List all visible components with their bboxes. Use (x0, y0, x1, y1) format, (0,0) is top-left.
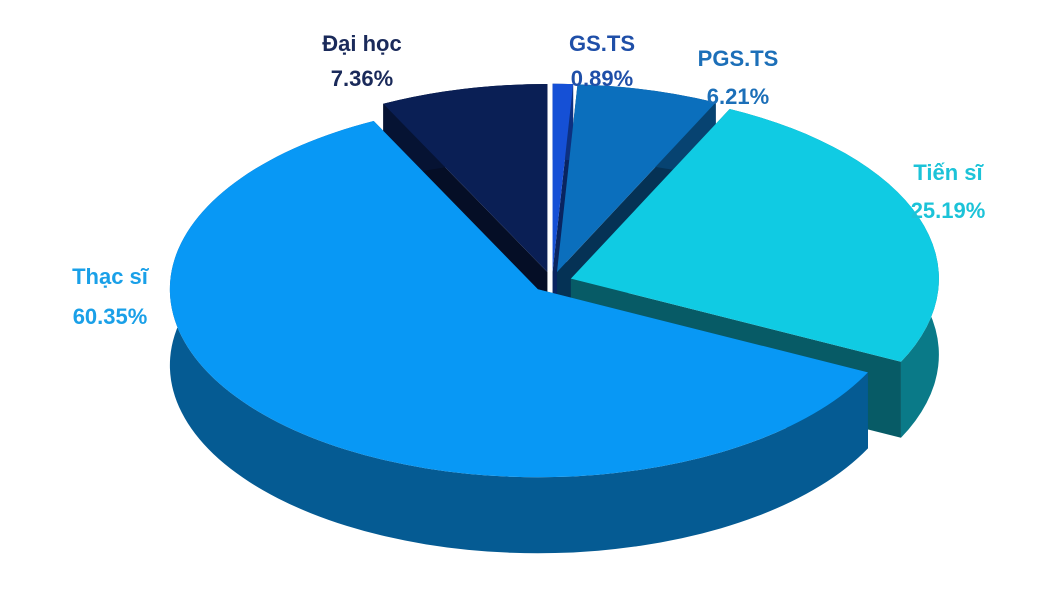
slice-label: GS.TS (569, 31, 635, 56)
slice-label: PGS.TS (698, 46, 779, 71)
slice-value-label: 60.35% (73, 304, 148, 329)
slice-label: Tiến sĩ (913, 160, 984, 185)
slice (169, 120, 868, 478)
slice-label: Thạc sĩ (72, 264, 150, 289)
slice-value-label: 0.89% (571, 66, 633, 91)
slice (383, 84, 548, 273)
slice-value-label: 7.36% (331, 66, 393, 91)
slice (552, 83, 574, 272)
slice (570, 109, 939, 362)
slice (556, 84, 716, 273)
slice-label: Đại học (322, 31, 401, 56)
slice-value-label: 6.21% (707, 84, 769, 109)
slice-value-label: 25.19% (911, 198, 986, 223)
